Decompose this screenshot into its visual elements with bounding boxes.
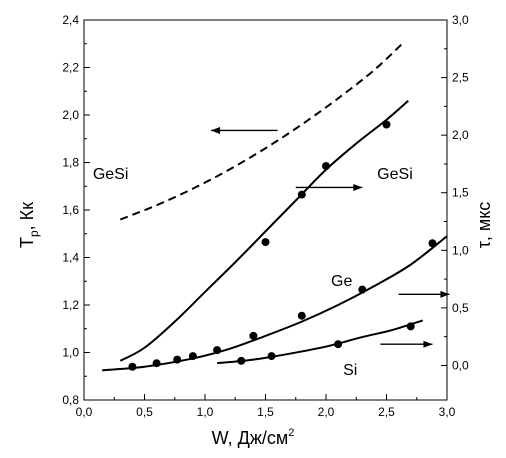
data-point-ge-2 [173, 355, 182, 364]
data-point-gesi-1 [322, 162, 330, 171]
y-axis-left-title: Tp, Кк [17, 202, 41, 248]
y-axis-right-title: τ, мкс [474, 202, 494, 249]
x-axis-title: W, Дж/см2 [212, 427, 295, 448]
y-right-tick-label: 2,5 [452, 71, 469, 85]
data-point-si-3 [267, 352, 276, 361]
y-right-tick-label: 0,0 [452, 358, 469, 372]
y-left-tick-label: 0,8 [62, 393, 79, 407]
x-tick-label: 3,0 [439, 405, 456, 419]
data-point-gesi-1 [382, 120, 391, 129]
arrow-head-icon [423, 340, 433, 348]
data-point-si-3 [406, 322, 415, 331]
arrow-head-icon [211, 126, 221, 134]
series-label-gesi: GeSi [93, 166, 129, 183]
arrow-head-icon [440, 290, 450, 298]
series-layer [102, 40, 448, 372]
data-point-ge-2 [428, 239, 437, 248]
arrow-head-icon [353, 183, 363, 191]
y-right-tick-label: 3,0 [452, 13, 469, 27]
x-tick-label: 2,0 [318, 405, 335, 419]
series-label-gesi: GeSi [377, 166, 413, 183]
data-point-ge-2 [152, 359, 161, 368]
y-right-tick-label: 1,0 [452, 243, 469, 257]
data-point-si-3 [237, 356, 246, 365]
data-point-si-3 [334, 340, 343, 349]
series-line-si-3 [217, 319, 424, 365]
series-label-ge: Ge [331, 273, 352, 290]
series-label-si: Si [343, 362, 357, 379]
y-left-tick-label: 2,2 [62, 61, 79, 75]
data-point-ge-2 [128, 362, 137, 371]
series-line-ge-2 [102, 235, 448, 372]
series-line-gesi-0 [119, 40, 406, 221]
data-point-gesi-1 [261, 238, 270, 247]
data-point-ge-2 [358, 285, 367, 294]
series-line-gesi-1 [119, 99, 409, 362]
y-left-tick-label: 1,4 [62, 251, 79, 265]
data-point-ge-2 [249, 331, 258, 340]
x-tick-label: 0,5 [136, 405, 153, 419]
y-left-tick-label: 1,6 [62, 203, 79, 217]
plot-frame [83, 19, 448, 401]
data-point-ge-2 [297, 311, 306, 320]
data-point-ge-2 [188, 352, 197, 361]
x-tick-label: 2,5 [378, 405, 395, 419]
x-tick-label: 1,0 [197, 405, 214, 419]
y-right-tick-label: 1,5 [452, 186, 469, 200]
y-right-tick-label: 2,0 [452, 128, 469, 142]
y-left-tick-label: 1,0 [62, 346, 79, 360]
y-right-tick-label: 0,5 [452, 301, 469, 315]
x-tick-label: 0,0 [76, 405, 93, 419]
data-point-ge-2 [213, 346, 222, 355]
y-left-tick-label: 2,4 [62, 13, 79, 27]
y-left-tick-label: 2,0 [62, 108, 79, 122]
y-left-tick-label: 1,2 [62, 298, 79, 312]
data-point-gesi-1 [297, 190, 306, 199]
x-tick-label: 1,5 [257, 405, 274, 419]
y-left-tick-label: 1,8 [62, 156, 79, 170]
